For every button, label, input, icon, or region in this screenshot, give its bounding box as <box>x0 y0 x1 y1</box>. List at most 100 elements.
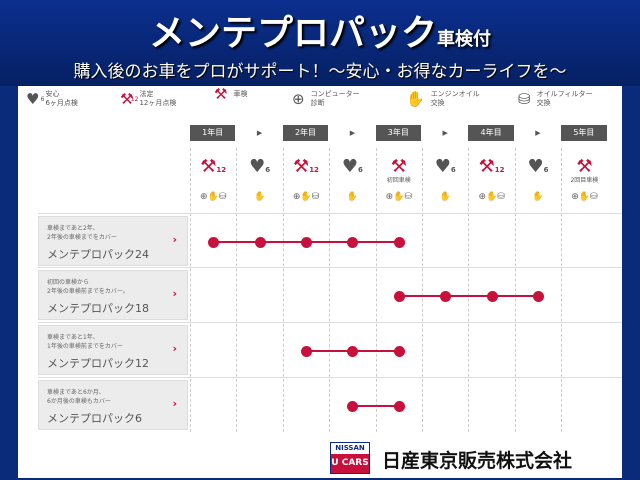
legend-item: ⊕ コンピューター 診断 <box>292 90 360 108</box>
year-label: 2年目 <box>282 125 329 141</box>
column-divider <box>422 148 423 432</box>
company-name: 日産東京販売株式会社 <box>382 450 573 472</box>
legend-label: エンジンオイル 交換 <box>430 90 480 107</box>
wrench-icon: ⚒ <box>214 85 228 103</box>
coverage-dot <box>393 237 405 248</box>
badge: 6 <box>543 166 549 174</box>
legend-item: ✋ エンジンオイル 交換 <box>406 90 480 108</box>
wrench-icon: ⚒12 <box>293 156 319 177</box>
legend-item: ♥ 6 安心 6ヶ月点検 <box>26 90 78 108</box>
heart-icon: ♥6 <box>26 89 45 108</box>
heart-icon: ♥6 <box>527 156 549 177</box>
badge: 12 <box>494 166 505 174</box>
plan-row[interactable]: 車検まであと1年、 1年後の車検前までをカバーメンテプロパック12 › <box>38 325 188 375</box>
service-icons: ⊕✋⛁ <box>571 192 598 202</box>
footer: NISSAN U CARS 日産東京販売株式会社 <box>18 438 622 478</box>
service-icons: ✋ <box>532 192 544 202</box>
column-caption: 2回目車検 <box>570 177 599 184</box>
column-divider <box>375 148 377 432</box>
wrench-icon: ⚒12 <box>120 89 139 108</box>
row-divider <box>38 377 622 378</box>
coverage-dot <box>301 237 312 248</box>
chevron-right-icon[interactable]: › <box>172 397 177 410</box>
service-icons: ⊕✋⛁ <box>478 192 505 202</box>
service-icons: ✋ <box>253 192 266 202</box>
engine-oil-icon: ✋ <box>406 89 425 108</box>
arrow-icon: ▶ <box>256 129 263 137</box>
row-divider <box>38 213 622 214</box>
plan-row[interactable]: 初回の車検から 2年後の車検前までをカバー。メンテプロパック18 › <box>38 270 188 320</box>
heart-icon: ♥6 <box>341 156 363 177</box>
row-divider <box>38 267 622 268</box>
chevron-right-icon[interactable]: › <box>172 287 177 300</box>
logo-top: NISSAN <box>331 443 369 454</box>
plan-description: 初回の車検から 2年後の車検前までをカバー。 <box>47 279 129 295</box>
coverage-dot <box>208 237 220 248</box>
arrow-icon: ▶ <box>349 129 356 137</box>
column-icons: ♥6 ✋ <box>422 148 468 214</box>
nissan-ucars-logo: NISSAN U CARS <box>330 442 370 474</box>
subtitle: 購入後のお車をプロがサポート！～安心・お得なカーライフを～ <box>73 62 567 82</box>
plan-description: 車検まであと1年、 1年後の車検前までをカバー <box>47 334 123 350</box>
wrench-icon: ⚒12 <box>478 156 505 177</box>
coverage-dot <box>254 237 266 248</box>
oil-filter-icon: ⛁ <box>518 89 531 108</box>
coverage-dot <box>393 401 405 412</box>
coverage-dot <box>393 346 405 357</box>
plan-row[interactable]: 車検まであと6か月、 6か月後の車検もカバーメンテプロパック6 › <box>38 380 188 430</box>
column-divider <box>329 148 331 432</box>
legend-label: オイルフィルター 交換 <box>536 90 593 107</box>
column-caption: 初回車検 <box>386 177 411 184</box>
column-divider <box>282 148 284 432</box>
plan-name: メンテプロパック24 <box>47 248 149 261</box>
service-icons: ✋ <box>439 192 451 202</box>
plan-coverage-line <box>398 295 538 297</box>
column-icons: ⚒12 ⊕✋⛁ <box>190 148 236 214</box>
service-icons: ⊕✋⛁ <box>200 192 227 202</box>
column-divider <box>468 148 470 432</box>
badge: 6 <box>265 166 271 174</box>
plan-chart: ♥ 6 安心 6ヶ月点検 ⚒ 12 法定 12ヶ月点検 ⚒ 車検 ⊕ コンピューター 診断 ✋ エンジ… <box>18 86 622 438</box>
column-divider <box>514 148 516 432</box>
plan-name: メンテプロパック6 <box>47 412 142 425</box>
year-label: 4年目 <box>468 125 514 141</box>
column-icons: ⚒12 ⊕✋⛁ <box>283 148 329 214</box>
row-divider <box>38 322 622 323</box>
arrow-icon: ▶ <box>535 129 541 137</box>
legend-label: 法定 12ヶ月点検 <box>139 90 177 107</box>
coverage-dot <box>440 291 452 302</box>
coverage-dot <box>347 346 359 357</box>
year-label: 3年目 <box>375 125 421 141</box>
badge: 6 <box>358 166 363 174</box>
column-divider <box>236 148 238 432</box>
coverage-dot <box>347 401 359 412</box>
computer-diagnosis-icon: ⊕ <box>292 89 305 108</box>
plan-name: メンテプロパック12 <box>47 357 149 370</box>
column-divider <box>561 148 563 432</box>
plan-row[interactable]: 車検まであと2年、 2年後の車検までをカバーメンテプロパック24 › <box>38 216 188 266</box>
column-icons: ⚒ 初回車検 ⊕✋⛁ <box>376 148 422 214</box>
badge: 12 <box>309 166 319 174</box>
wrench-icon: ⚒ <box>576 156 593 177</box>
plan-description: 車検まであと6か月、 6か月後の車検もカバー <box>47 389 111 405</box>
chevron-right-icon[interactable]: › <box>172 233 177 246</box>
title-main: メンテプロパック <box>148 13 437 54</box>
service-icons: ✋ <box>346 192 358 202</box>
coverage-dot <box>533 291 544 302</box>
plan-description: 車検まであと2年、 2年後の車検までをカバー <box>47 225 117 241</box>
heart-icon: ♥6 <box>434 156 456 177</box>
plan-name: メンテプロパック18 <box>47 302 149 315</box>
badge: 12 <box>216 166 227 174</box>
legend-item: ⛁ オイルフィルター 交換 <box>518 90 592 108</box>
heart-icon: ♥6 <box>249 156 271 177</box>
coverage-dot <box>393 291 405 302</box>
column-icons: ♥6 ✋ <box>329 148 375 214</box>
legend-label: コンピューター 診断 <box>310 90 360 107</box>
year-label: 1年目 <box>190 125 236 141</box>
chevron-right-icon[interactable]: › <box>172 342 177 355</box>
column-icons: ♥6 ✋ <box>515 148 561 214</box>
logo-bottom: U CARS <box>331 454 369 473</box>
legend-item: ⚒ 12 法定 12ヶ月点検 <box>120 90 176 108</box>
badge: 6 <box>450 166 456 174</box>
plan-coverage-line <box>352 405 399 407</box>
